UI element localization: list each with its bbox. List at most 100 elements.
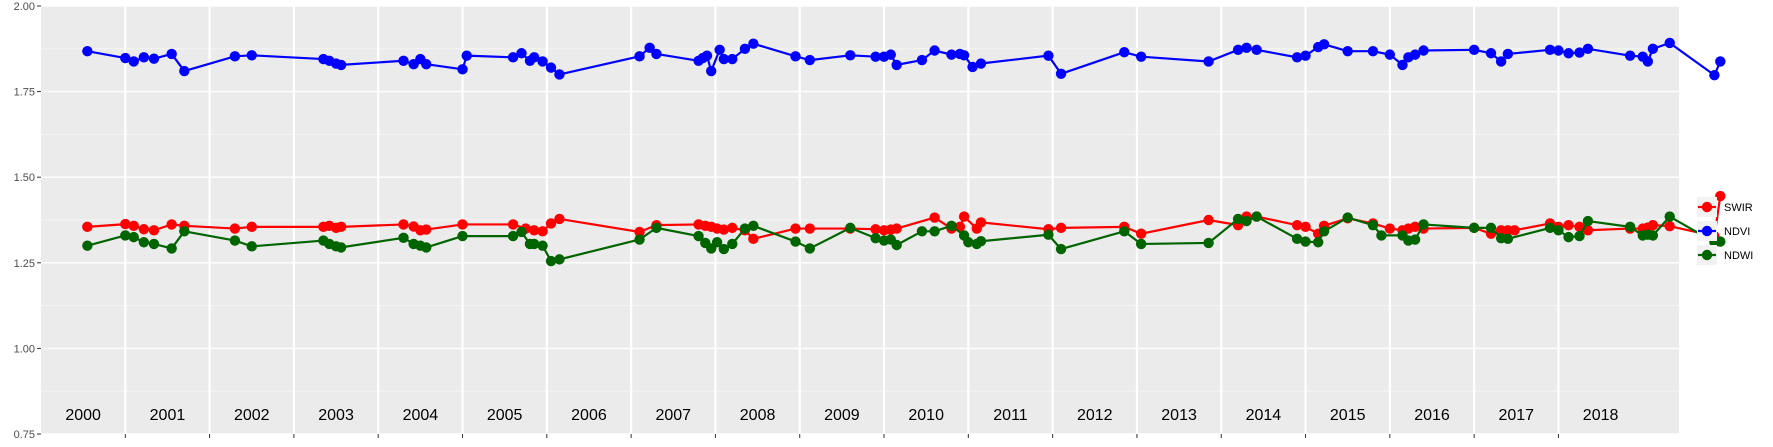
legend-label: NDWI: [1724, 250, 1753, 262]
data-point-swir: [1136, 229, 1146, 239]
data-point-ndvi: [1385, 49, 1395, 59]
year-label: 2000: [65, 407, 101, 424]
data-point-ndvi: [398, 56, 408, 66]
data-point-ndwi: [247, 241, 257, 251]
data-point-ndvi: [1043, 50, 1053, 60]
data-point-ndwi: [554, 254, 564, 264]
data-point-ndvi: [537, 56, 547, 66]
year-label: 2014: [1246, 407, 1282, 424]
data-point-ndvi: [886, 49, 896, 59]
data-point-ndwi: [1300, 236, 1310, 246]
data-point-swir: [1665, 221, 1675, 231]
data-point-ndwi: [1043, 230, 1053, 240]
data-point-swir: [230, 223, 240, 233]
data-point-swir: [537, 226, 547, 236]
data-point-ndwi: [1376, 230, 1386, 240]
data-point-ndwi: [1368, 220, 1378, 230]
data-point-ndvi: [247, 50, 257, 60]
data-point-ndvi: [1486, 48, 1496, 58]
data-point-ndvi: [1665, 38, 1675, 48]
data-point-ndwi: [1313, 237, 1323, 247]
data-point-ndvi: [421, 59, 431, 69]
data-point-ndwi: [651, 223, 661, 233]
data-point-swir: [149, 225, 159, 235]
data-point-ndvi: [1709, 70, 1719, 80]
data-point-ndwi: [516, 227, 526, 237]
data-point-ndwi: [727, 239, 737, 249]
legend-item-ndwi: NDWI: [1697, 245, 1753, 265]
y-tick-label: 1.25: [14, 258, 35, 270]
data-point-ndwi: [1563, 232, 1573, 242]
data-point-ndwi: [917, 226, 927, 236]
data-point-swir: [554, 214, 564, 224]
data-point-ndvi: [790, 51, 800, 61]
year-label: 2005: [487, 407, 523, 424]
data-point-ndvi: [1553, 45, 1563, 55]
data-point-swir: [166, 219, 176, 229]
legend-key-marker: [1702, 250, 1712, 260]
data-point-ndvi: [706, 66, 716, 76]
data-point-ndwi: [976, 236, 986, 246]
data-point-ndwi: [149, 239, 159, 249]
data-point-ndvi: [1715, 56, 1725, 66]
data-point-ndwi: [634, 234, 644, 244]
data-point-ndwi: [1342, 212, 1352, 222]
data-point-swir: [398, 219, 408, 229]
data-point-ndwi: [1469, 223, 1479, 233]
data-point-ndvi: [1056, 69, 1066, 79]
data-point-ndvi: [727, 54, 737, 64]
y-tick-label: 1.00: [14, 343, 35, 355]
data-point-ndwi: [1319, 226, 1329, 236]
data-point-swir: [508, 219, 518, 229]
data-point-ndwi: [1553, 225, 1563, 235]
data-point-ndwi: [1136, 239, 1146, 249]
year-label: 2006: [571, 407, 607, 424]
data-point-swir: [929, 212, 939, 222]
year-label: 2011: [993, 407, 1028, 424]
year-label: 2007: [655, 407, 691, 424]
data-point-ndwi: [1056, 244, 1066, 254]
data-point-swir: [129, 221, 139, 231]
year-label: 2016: [1414, 407, 1450, 424]
data-point-ndvi: [1563, 48, 1573, 58]
data-point-ndwi: [398, 233, 408, 243]
data-point-ndwi: [1410, 234, 1420, 244]
data-point-swir: [727, 223, 737, 233]
data-point-ndvi: [516, 48, 526, 58]
data-point-swir: [1300, 222, 1310, 232]
data-point-ndwi: [1665, 211, 1675, 221]
data-point-swir: [1648, 220, 1658, 230]
data-point-ndvi: [1368, 46, 1378, 56]
data-point-ndwi: [1418, 219, 1428, 229]
data-point-ndvi: [805, 55, 815, 65]
data-point-ndvi: [1203, 56, 1213, 66]
data-point-ndvi: [82, 46, 92, 56]
data-point-ndwi: [946, 221, 956, 231]
data-point-ndvi: [1119, 47, 1129, 57]
data-point-swir: [247, 222, 257, 232]
year-label: 2017: [1498, 407, 1534, 424]
data-point-ndwi: [166, 243, 176, 253]
year-label: 2012: [1077, 407, 1113, 424]
data-point-ndvi: [139, 52, 149, 62]
data-point-ndwi: [1486, 223, 1496, 233]
data-point-ndvi: [702, 50, 712, 60]
data-point-ndvi: [651, 49, 661, 59]
data-point-ndvi: [129, 56, 139, 66]
data-point-ndwi: [139, 237, 149, 247]
data-point-ndvi: [230, 51, 240, 61]
data-point-ndvi: [959, 50, 969, 60]
data-point-ndwi: [1503, 234, 1513, 244]
year-label: 2010: [908, 407, 944, 424]
data-point-swir: [790, 223, 800, 233]
legend: SWIRNDVINDWI: [1697, 197, 1753, 265]
data-point-ndvi: [179, 66, 189, 76]
data-point-swir: [82, 222, 92, 232]
data-point-swir: [1203, 215, 1213, 225]
data-point-ndwi: [82, 240, 92, 250]
year-label: 2008: [740, 407, 776, 424]
data-point-ndwi: [1203, 238, 1213, 248]
data-point-ndvi: [462, 50, 472, 60]
